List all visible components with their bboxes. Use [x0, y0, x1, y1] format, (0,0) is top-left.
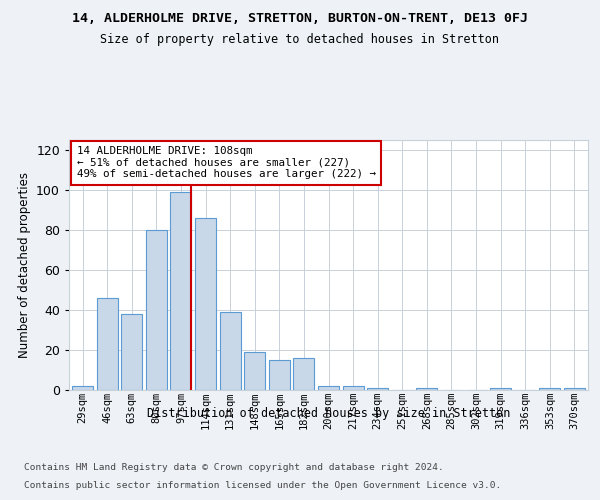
Bar [269, 360, 290, 390]
Bar [121, 314, 142, 390]
Bar [244, 352, 265, 390]
Text: 14 ALDERHOLME DRIVE: 108sqm
← 51% of detached houses are smaller (227)
49% of se: 14 ALDERHOLME DRIVE: 108sqm ← 51% of det… [77, 146, 376, 180]
Text: Contains public sector information licensed under the Open Government Licence v3: Contains public sector information licen… [24, 481, 501, 490]
Bar [318, 386, 339, 390]
Bar [72, 386, 93, 390]
Bar [343, 386, 364, 390]
Bar [564, 388, 585, 390]
Bar [195, 218, 216, 390]
Bar [367, 388, 388, 390]
Text: 14, ALDERHOLME DRIVE, STRETTON, BURTON-ON-TRENT, DE13 0FJ: 14, ALDERHOLME DRIVE, STRETTON, BURTON-O… [72, 12, 528, 26]
Text: Contains HM Land Registry data © Crown copyright and database right 2024.: Contains HM Land Registry data © Crown c… [24, 462, 444, 471]
Y-axis label: Number of detached properties: Number of detached properties [17, 172, 31, 358]
Bar [220, 312, 241, 390]
Bar [490, 388, 511, 390]
Text: Distribution of detached houses by size in Stretton: Distribution of detached houses by size … [147, 408, 511, 420]
Bar [170, 192, 191, 390]
Bar [539, 388, 560, 390]
Bar [293, 358, 314, 390]
Bar [97, 298, 118, 390]
Bar [146, 230, 167, 390]
Text: Size of property relative to detached houses in Stretton: Size of property relative to detached ho… [101, 32, 499, 46]
Bar [416, 388, 437, 390]
